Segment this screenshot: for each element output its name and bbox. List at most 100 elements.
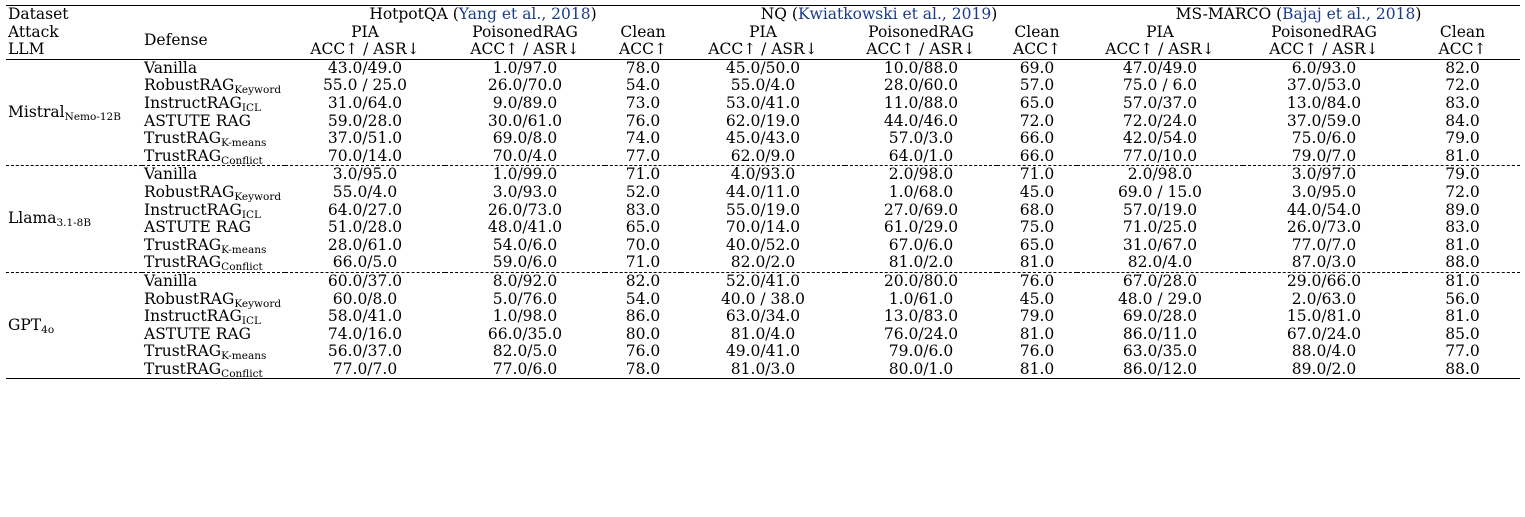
result-cell: 81.0 — [1445, 146, 1480, 165]
result-cell: 49.0/41.0 — [725, 342, 801, 361]
table-row: RobustRAGKeyword 55.0/4.0 3.0/93.0 52.0 44.0… — [6, 182, 1520, 203]
result-cell: 64.0/1.0 — [888, 146, 954, 165]
result-cell: 74.0 — [625, 129, 661, 148]
defense-name: TrustRAGK-means — [144, 342, 267, 363]
defense-name: ASTUTE RAG — [144, 324, 252, 343]
result-cell: 26.0/70.0 — [487, 76, 563, 95]
result-cell: 83.0 — [1445, 218, 1480, 237]
defense-name: Vanilla — [144, 58, 198, 77]
result-cell: 76.0/24.0 — [883, 324, 959, 343]
attack-clean: Clean — [1014, 22, 1060, 41]
result-cell: 57.0/37.0 — [1122, 93, 1198, 112]
result-cell: 28.0/60.0 — [883, 76, 959, 95]
result-cell: 10.0/88.0 — [883, 58, 959, 77]
attack-pia: PIA — [749, 22, 777, 41]
defense-name: Vanilla — [144, 271, 198, 290]
result-cell: 77.0/10.0 — [1122, 146, 1198, 165]
metric-acc-asr: ACC↑ / ASR↓ — [470, 40, 580, 59]
result-cell: 55.0/4.0 — [332, 182, 398, 201]
table-row: InstructRAGICL 64.0/27.0 26.0/73.0 83.0 55.0… — [6, 200, 1520, 220]
result-cell: 75.0/6.0 — [1291, 129, 1357, 148]
result-cell: 71.0/25.0 — [1122, 218, 1198, 237]
result-cell: 57.0/19.0 — [1122, 200, 1198, 219]
result-cell: 67.0/6.0 — [888, 235, 954, 254]
llm-label: Llama3.1-8B — [8, 209, 92, 230]
result-cell: 78.0 — [625, 58, 661, 77]
result-cell: 76.0 — [625, 342, 661, 361]
result-cell: 70.0/14.0 — [725, 218, 801, 237]
result-cell: 3.0/95.0 — [332, 165, 398, 184]
result-cell: 75.0 — [1019, 218, 1055, 237]
citation-msmarco[interactable]: Bajaj et al., 2018 — [1282, 5, 1416, 23]
result-cell: 11.0/88.0 — [883, 93, 959, 112]
table-row: ASTUTE RAG 74.0/16.0 66.0/35.0 80.0 81.0/4.0… — [6, 324, 1520, 344]
result-cell: 66.0/5.0 — [332, 253, 398, 272]
result-cell: 72.0/24.0 — [1122, 111, 1198, 130]
metric-acc-asr: ACC↑ / ASR↓ — [1269, 40, 1379, 59]
header-label-attack: Attack — [8, 22, 59, 41]
result-cell: 45.0/43.0 — [725, 129, 801, 148]
result-cell: 89.0/2.0 — [1291, 359, 1357, 378]
result-cell: 6.0/93.0 — [1291, 58, 1357, 77]
table-row: ASTUTE RAG 59.0/28.0 30.0/61.0 76.0 62.0/19.… — [6, 111, 1520, 131]
dataset-hotpotqa: HotpotQA (Yang et al., 2018) — [369, 5, 597, 23]
result-cell: 72.0 — [1445, 182, 1480, 201]
result-cell: 31.0/64.0 — [327, 93, 403, 112]
result-cell: 60.0/37.0 — [327, 271, 403, 290]
attack-clean: Clean — [620, 22, 666, 41]
result-cell: 85.0 — [1445, 324, 1480, 343]
table-row: InstructRAGICL 31.0/64.0 9.0/89.0 73.0 53.0/… — [6, 93, 1520, 113]
result-cell: 3.0/95.0 — [1291, 182, 1357, 201]
result-cell: 2.0/63.0 — [1291, 289, 1357, 308]
citation-hotpotqa[interactable]: Yang et al., 2018 — [458, 5, 591, 23]
result-cell: 63.0/35.0 — [1122, 342, 1198, 361]
result-cell: 37.0/51.0 — [327, 129, 403, 148]
results-table: Dataset HotpotQA (Yang et al., 2018) NQ … — [6, 5, 1520, 379]
result-cell: 13.0/84.0 — [1286, 93, 1362, 112]
result-cell: 42.0/54.0 — [1122, 129, 1198, 148]
result-cell: 70.0 — [625, 235, 661, 254]
citation-nq[interactable]: Kwiatkowski et al., 2019 — [797, 5, 992, 23]
result-cell: 57.0 — [1019, 76, 1055, 95]
result-cell: 1.0/97.0 — [492, 58, 558, 77]
defense-name: RobustRAGKeyword — [144, 182, 282, 203]
result-cell: 55.0 / 25.0 — [322, 76, 408, 95]
result-cell: 65.0 — [1019, 235, 1055, 254]
result-cell: 31.0/67.0 — [1122, 235, 1198, 254]
defense-name: TrustRAGConflict — [144, 253, 263, 274]
result-cell: 72.0 — [1019, 111, 1055, 130]
result-cell: 2.0/98.0 — [1127, 165, 1193, 184]
table-row: RobustRAGKeyword 55.0 / 25.0 26.0/70.0 54.0… — [6, 76, 1520, 96]
result-cell: 65.0 — [625, 218, 661, 237]
table-row: MistralNemo-12B Vanilla 43.0/49.0 1.0/97.0 7… — [6, 58, 1520, 122]
header-row-dataset: Dataset HotpotQA (Yang et al., 2018) NQ … — [6, 5, 1520, 24]
result-cell: 63.0/34.0 — [725, 307, 801, 326]
result-cell: 71.0 — [625, 253, 661, 272]
result-cell: 47.0/49.0 — [1122, 58, 1198, 77]
result-cell: 45.0/50.0 — [725, 58, 801, 77]
metric-acc: ACC↑ — [1013, 40, 1061, 59]
dataset-nq: NQ (Kwiatkowski et al., 2019) — [760, 5, 998, 23]
result-cell: 81.0 — [1445, 307, 1480, 326]
result-cell: 53.0/41.0 — [725, 93, 801, 112]
result-cell: 77.0 — [625, 146, 661, 165]
result-cell: 45.0 — [1019, 182, 1055, 201]
result-cell: 72.0 — [1445, 76, 1480, 95]
result-cell: 89.0 — [1445, 200, 1480, 219]
table-row: TrustRAGConflict 77.0/7.0 77.0/6.0 78.0 81.0… — [6, 359, 1520, 380]
result-cell: 81.0 — [1445, 271, 1480, 290]
result-cell: 56.0/37.0 — [327, 342, 403, 361]
result-cell: 1.0/68.0 — [888, 182, 954, 201]
defense-name: ASTUTE RAG — [144, 111, 252, 130]
defense-name: ASTUTE RAG — [144, 218, 252, 237]
result-cell: 77.0/7.0 — [1291, 235, 1357, 254]
result-cell: 66.0 — [1019, 129, 1055, 148]
attack-clean: Clean — [1439, 22, 1486, 41]
attack-poisonedrag: PoisonedRAG — [472, 22, 578, 41]
defense-name: TrustRAGConflict — [144, 146, 263, 167]
defense-name: TrustRAGConflict — [144, 359, 263, 380]
defense-name: TrustRAGK-means — [144, 129, 267, 150]
result-cell: 3.0/93.0 — [492, 182, 558, 201]
header-label-llm: LLM — [8, 40, 45, 59]
result-cell: 81.0/2.0 — [888, 253, 954, 272]
